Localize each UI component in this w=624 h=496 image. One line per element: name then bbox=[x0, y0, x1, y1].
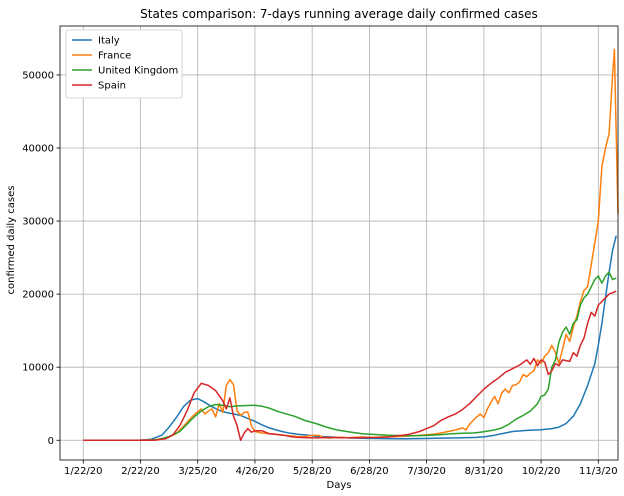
x-tick-label: 5/28/20 bbox=[293, 466, 332, 477]
legend-label-italy: Italy bbox=[98, 36, 120, 47]
y-axis-label: confirmed daily cases bbox=[6, 186, 17, 295]
y-tick-label: 30000 bbox=[22, 217, 54, 228]
series-line-italy bbox=[83, 235, 617, 442]
legend-label-united-kingdom: United Kingdom bbox=[98, 66, 178, 77]
y-tick-label: 40000 bbox=[22, 144, 54, 155]
x-tick-label: 10/2/20 bbox=[522, 466, 561, 477]
x-tick-label: 6/28/20 bbox=[350, 466, 389, 477]
x-axis-label: Days bbox=[327, 480, 352, 491]
y-tick-label: 50000 bbox=[22, 70, 54, 81]
legend: Italy France United Kingdom Spain bbox=[65, 29, 183, 99]
y-tick-label: 0 bbox=[48, 436, 54, 447]
series-line-france bbox=[83, 48, 619, 442]
plot-frame bbox=[59, 25, 619, 461]
x-tick-label: 7/30/20 bbox=[407, 466, 446, 477]
series-line-united-kingdom bbox=[83, 271, 617, 442]
x-tick-label: 3/25/20 bbox=[178, 466, 217, 477]
x-tick-label: 1/22/20 bbox=[64, 466, 103, 477]
series-line-spain bbox=[83, 290, 617, 442]
legend-label-spain: Spain bbox=[98, 81, 126, 92]
x-tick-label: 2/22/20 bbox=[121, 466, 160, 477]
x-tick-label: 8/31/20 bbox=[465, 466, 504, 477]
y-tick-label: 10000 bbox=[22, 363, 54, 374]
y-tick-label: 20000 bbox=[22, 290, 54, 301]
legend-label-france: France bbox=[98, 51, 131, 62]
chart-title: States comparison: 7-days running averag… bbox=[140, 7, 538, 21]
x-tick-label: 4/26/20 bbox=[236, 466, 275, 477]
plot-area: 1/22/20 2/22/20 3/25/20 4/26/20 5/28/20 6/28/… bbox=[22, 25, 619, 477]
x-tick-label: 11/3/20 bbox=[579, 466, 618, 477]
legend-box bbox=[65, 29, 183, 99]
